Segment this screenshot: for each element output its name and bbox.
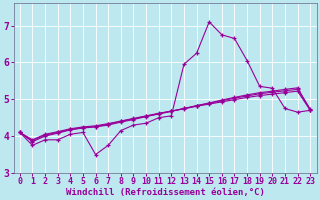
X-axis label: Windchill (Refroidissement éolien,°C): Windchill (Refroidissement éolien,°C) [66,188,264,197]
